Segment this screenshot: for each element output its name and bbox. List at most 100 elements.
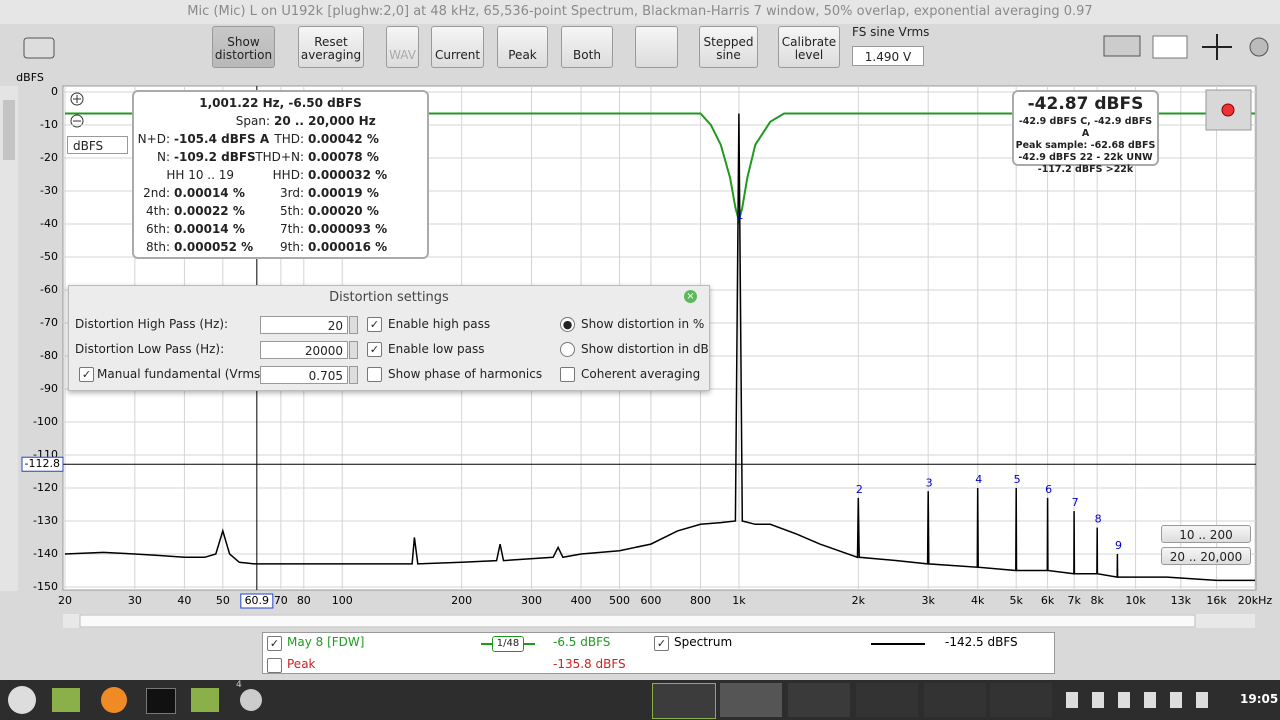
- radio[interactable]: ●: [560, 317, 575, 332]
- tray-icons[interactable]: [1066, 692, 1216, 708]
- dialog-title: Distortion settings: [329, 290, 449, 305]
- dist-label: 5th:: [280, 204, 304, 218]
- legend-name: May 8 [FDW]: [287, 635, 365, 649]
- field-label: Distortion High Pass (Hz):: [75, 317, 229, 331]
- folder-icon[interactable]: [191, 688, 219, 712]
- dist-label: THD:: [274, 132, 304, 146]
- layout-icon[interactable]: [1103, 35, 1141, 57]
- smoothing-badge[interactable]: 1/48: [492, 636, 524, 652]
- checkbox[interactable]: [560, 367, 575, 382]
- window-slot[interactable]: [652, 683, 716, 719]
- spinner[interactable]: [349, 341, 358, 359]
- level-line: Peak sample: -62.68 dBFS: [1015, 140, 1156, 151]
- dist-value: 0.000093 %: [308, 222, 388, 236]
- legend-check[interactable]: [267, 658, 282, 673]
- harmonic-label: 5: [1014, 473, 1021, 486]
- checkbox[interactable]: [367, 367, 382, 382]
- range-button[interactable]: 10 .. 200: [1161, 525, 1251, 543]
- toolbar-button[interactable]: Reset averaging: [298, 26, 364, 68]
- badge: 4: [236, 680, 242, 690]
- unit-select[interactable]: dBFS: [67, 136, 128, 154]
- close-button[interactable]: ×: [684, 290, 697, 303]
- level-line: -42.9 dBFS 22 - 22k UNW: [1018, 152, 1153, 163]
- dist-header: 1,001.22 Hz, -6.50 dBFS: [199, 96, 362, 110]
- toolbar-button[interactable]: Current: [431, 26, 484, 68]
- spinner[interactable]: [349, 316, 358, 334]
- window-slot[interactable]: [990, 683, 1052, 717]
- checkbox[interactable]: ✓: [367, 342, 382, 357]
- field-input[interactable]: 20000: [260, 341, 348, 359]
- move-icon[interactable]: [1202, 34, 1232, 60]
- v-scroll-thumb[interactable]: [3, 100, 15, 160]
- field-input[interactable]: 0.705: [260, 366, 348, 384]
- dist-row: 8th: 0.000052 % 9th: 0.000016 %: [134, 240, 427, 258]
- dist-value: 0.00042 %: [308, 132, 379, 146]
- level-panel: -42.87 dBFS -42.9 dBFS C, -42.9 dBFS A Pe…: [1012, 90, 1159, 175]
- dist-label: N+D:: [137, 132, 170, 146]
- x-tick-label: 80: [297, 594, 311, 607]
- capture-icon[interactable]: [23, 37, 55, 59]
- dist-label: 6th:: [146, 222, 170, 236]
- y-tick-label: -140: [33, 547, 58, 560]
- dist-label: 7th:: [280, 222, 304, 236]
- toolbar-button[interactable]: Show distortion: [212, 26, 275, 68]
- x-tick-label: 20: [58, 594, 72, 607]
- legend-check[interactable]: ✓: [267, 636, 282, 651]
- window-slot[interactable]: [720, 683, 782, 717]
- window-slot[interactable]: [924, 683, 986, 717]
- x-tick-label: 300: [521, 594, 542, 607]
- toolbar-button[interactable]: Stepped sine: [699, 26, 758, 68]
- fs-value[interactable]: 1.490 V: [852, 46, 924, 66]
- range-button[interactable]: 20 .. 20,000: [1161, 547, 1251, 565]
- x-tick-label: 4k: [971, 594, 985, 607]
- field-input[interactable]: 20: [260, 316, 348, 334]
- v-scrollbar[interactable]: [0, 86, 18, 591]
- harmonic-label: 9: [1115, 539, 1122, 552]
- radio[interactable]: [560, 342, 575, 357]
- window-slot[interactable]: [856, 683, 918, 717]
- toolbar-button[interactable]: WAV: [386, 26, 419, 68]
- x-tick-label: 70: [274, 594, 288, 607]
- dist-value: 0.00020 %: [308, 204, 379, 218]
- h-scroll-thumb[interactable]: [79, 614, 1196, 628]
- files-icon[interactable]: [52, 688, 80, 712]
- x-tick-label: 13k: [1171, 594, 1192, 607]
- option-label: Show distortion in dB: [581, 342, 709, 356]
- menu-icon[interactable]: [8, 686, 36, 714]
- spinner[interactable]: [349, 366, 358, 384]
- field-label: Manual fundamental (Vrms): [97, 367, 265, 381]
- x-tick-label: 5k: [1009, 594, 1023, 607]
- window-slot[interactable]: [788, 683, 850, 717]
- toolbar-button[interactable]: Calibrate level: [778, 26, 840, 68]
- toolbar-button[interactable]: Both: [561, 26, 613, 68]
- app-icon[interactable]: [240, 689, 262, 711]
- terminal-icon[interactable]: [146, 688, 176, 714]
- field-label: Distortion Low Pass (Hz):: [75, 342, 225, 356]
- cursor-x-box: [240, 593, 274, 609]
- dist-value: 0.00014 %: [174, 186, 245, 200]
- check-label: Enable low pass: [388, 342, 485, 356]
- x-tick-label: 400: [571, 594, 592, 607]
- y-tick-label: -100: [33, 415, 58, 428]
- x-tick-label: 500: [609, 594, 630, 607]
- dist-value: 0.00019 %: [308, 186, 379, 200]
- checkbox[interactable]: ✓: [79, 367, 94, 382]
- settings-icon[interactable]: [1249, 37, 1269, 57]
- y-tick-label: -130: [33, 514, 58, 527]
- title-bar: Mic (Mic) L on U192k [plughw:2,0] at 48 …: [0, 0, 1280, 24]
- x-tick-label: 40: [177, 594, 191, 607]
- fs-label: FS sine Vrms: [852, 25, 930, 39]
- toolbar-button[interactable]: Peak: [497, 26, 548, 68]
- dist-value: 0.000016 %: [308, 240, 388, 254]
- firefox-icon[interactable]: [101, 687, 127, 713]
- cursor-y-box: [21, 456, 64, 472]
- legend-check[interactable]: ✓: [654, 636, 669, 651]
- check-label: Enable high pass: [388, 317, 491, 331]
- legend-line: [871, 643, 925, 645]
- checkbox[interactable]: ✓: [367, 317, 382, 332]
- columns-icon[interactable]: [1152, 35, 1188, 59]
- legend-name: Peak: [287, 657, 316, 671]
- x-tick-label: 20kHz: [1238, 594, 1273, 607]
- x-tick-label: 50: [216, 594, 230, 607]
- input-select-button[interactable]: [635, 26, 678, 68]
